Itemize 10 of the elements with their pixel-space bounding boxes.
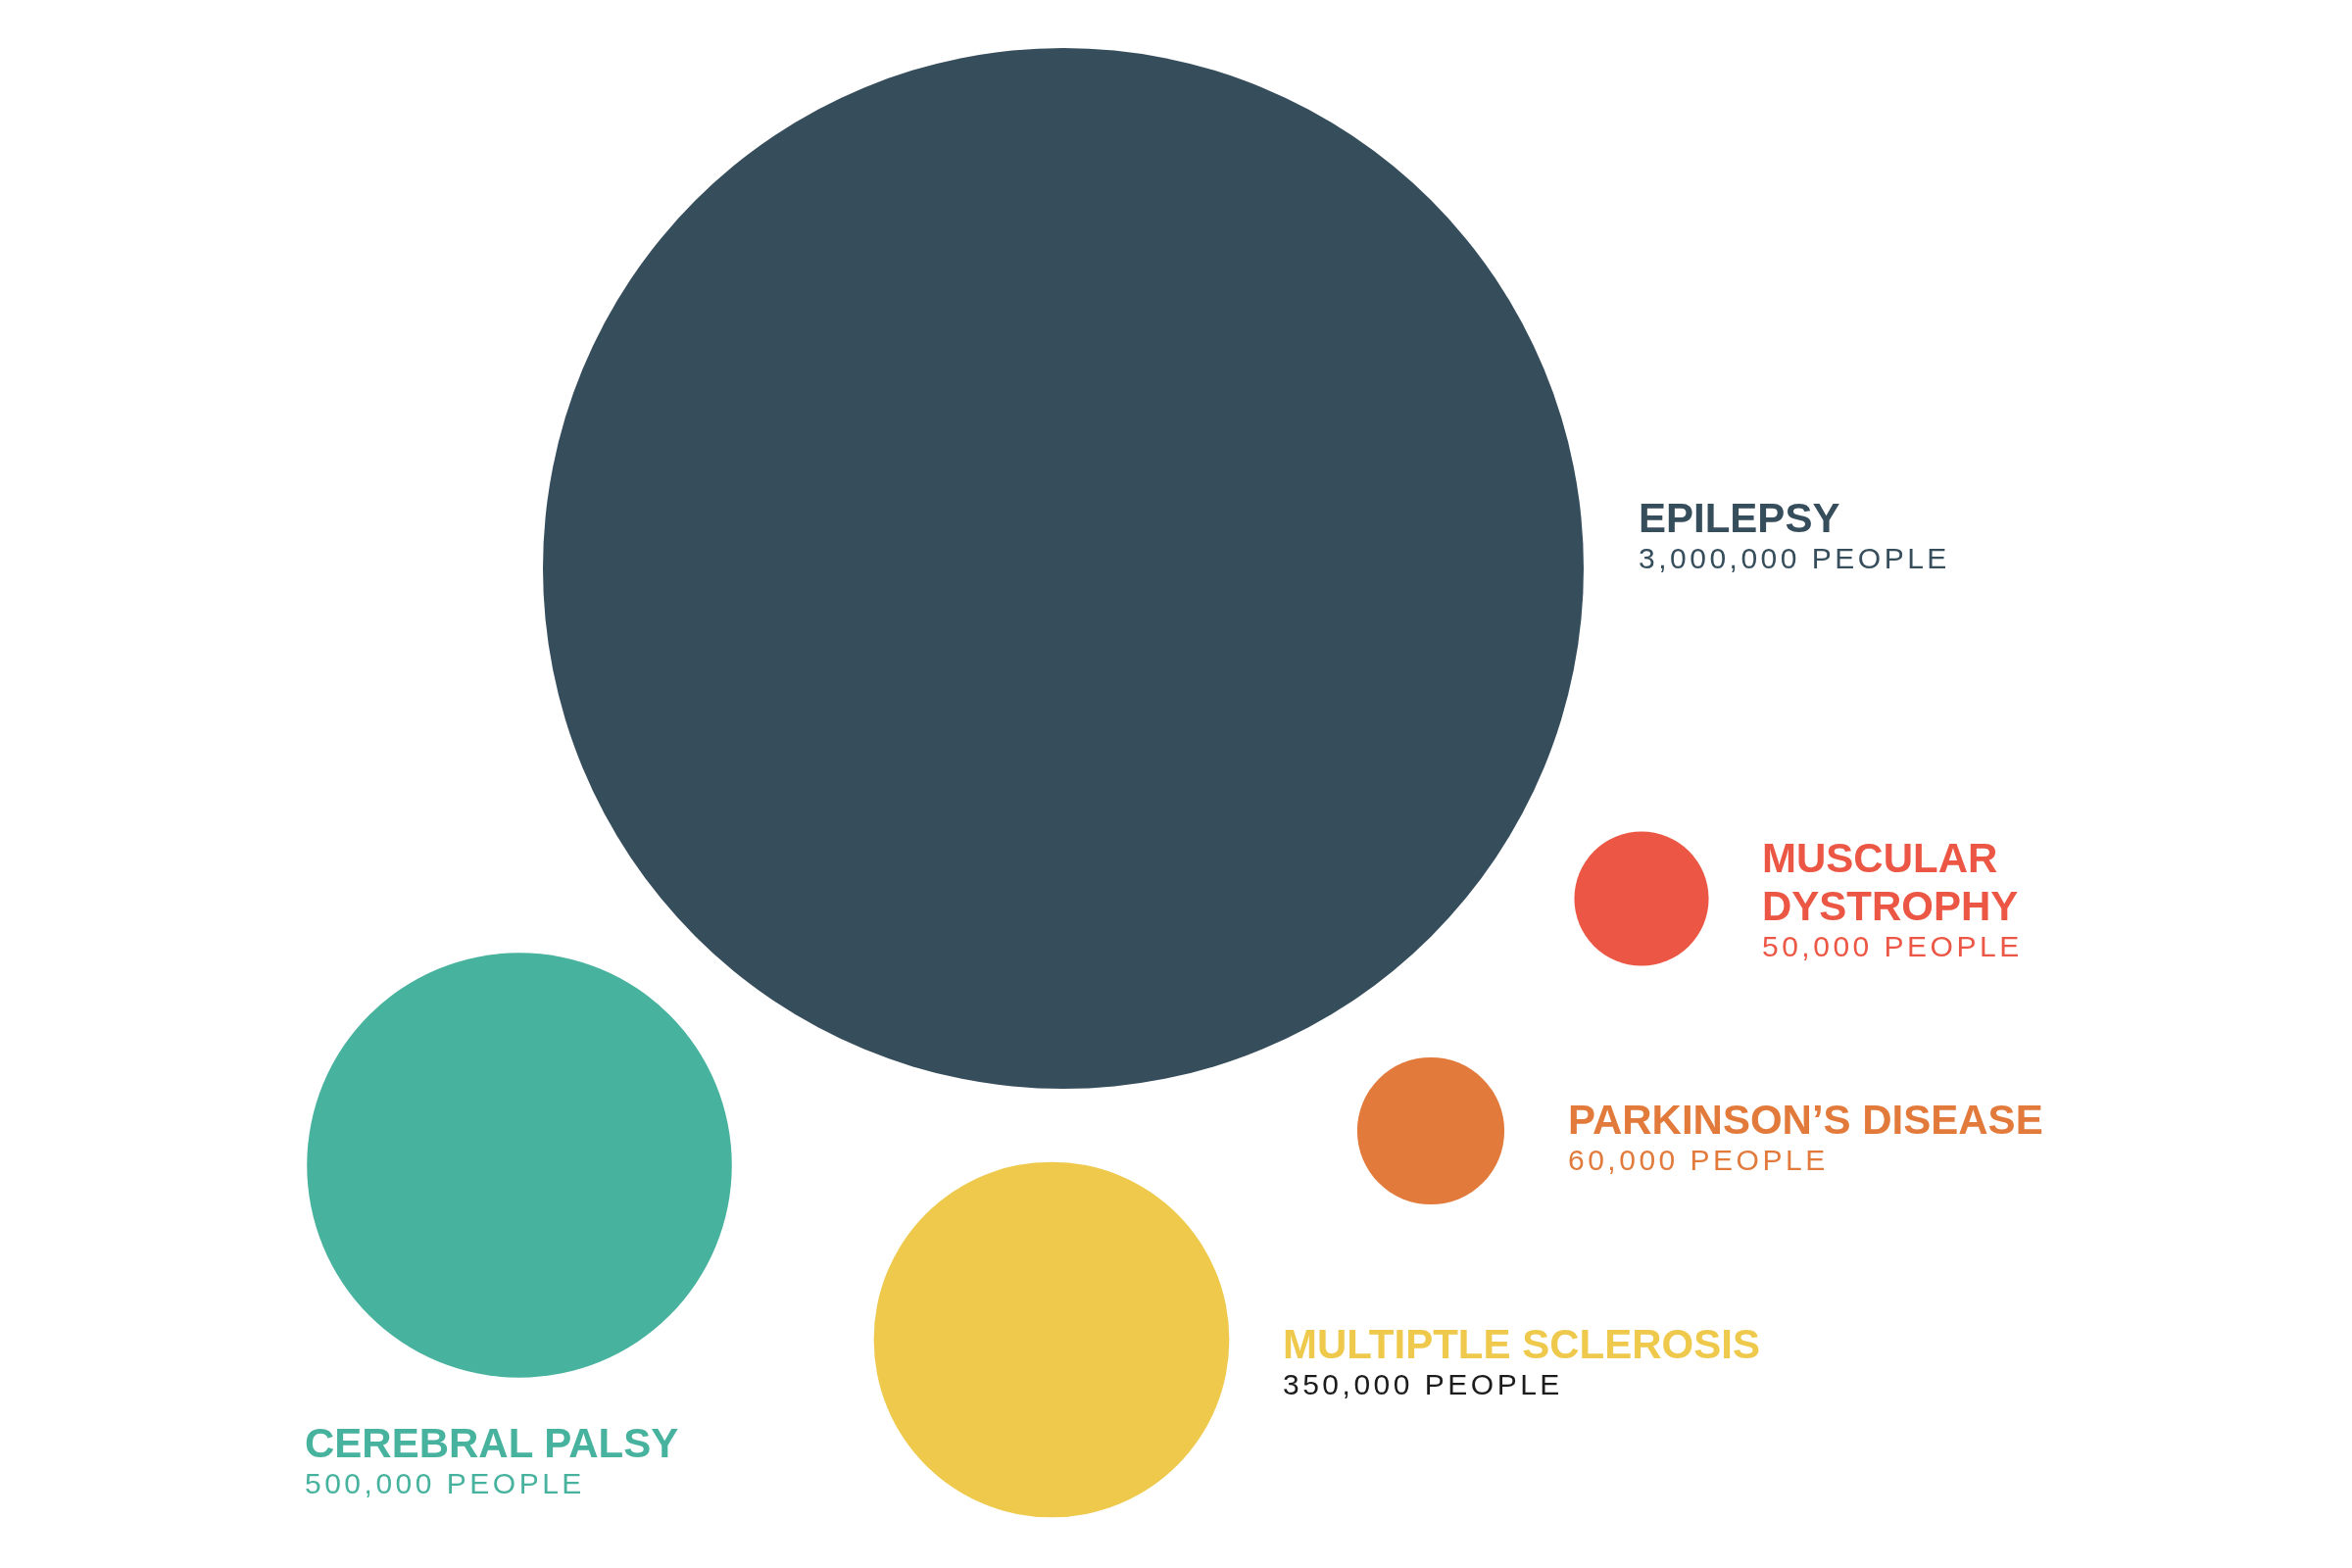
category-label: MUSCULAR DYSTROPHY [1762,835,2019,929]
data-label: 3,000,000 PEOPLE [1639,542,1950,574]
data-label: 50,000 PEOPLE [1762,930,2023,962]
data-label: 500,000 PEOPLE [305,1467,585,1499]
category-label: PARKINSON’S DISEASE [1568,1097,2043,1143]
category-label: CEREBRAL PALSY [305,1420,679,1466]
data-label: 60,000 PEOPLE [1568,1144,1829,1176]
category-label: MULTIPTLE SCLEROSIS [1283,1321,1760,1367]
category-label: EPILEPSY [1639,495,1840,541]
data-label: 350,000 PEOPLE [1283,1368,1563,1400]
